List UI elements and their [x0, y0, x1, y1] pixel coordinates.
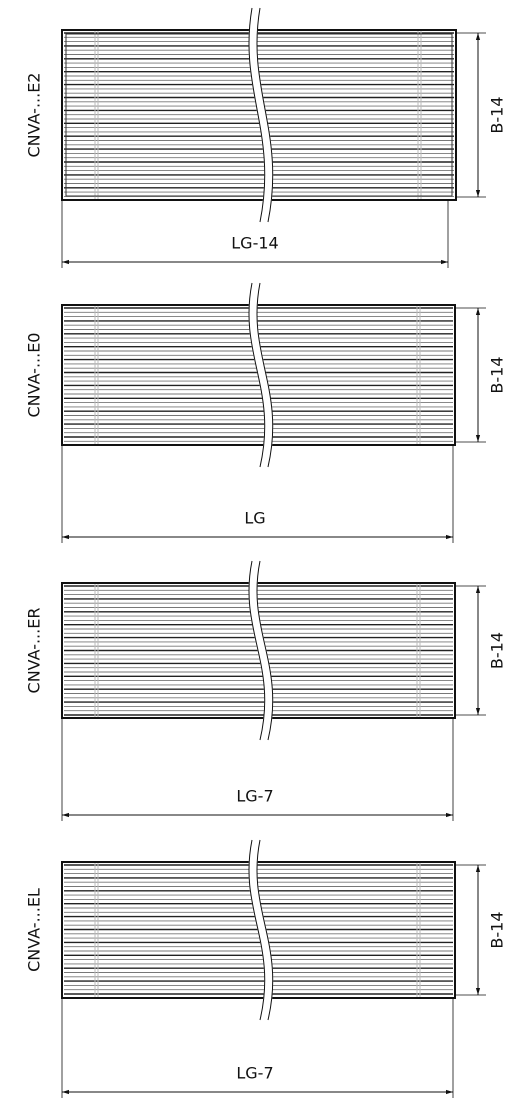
view-label: CNVA-...ER [25, 608, 44, 694]
view-label: CNVA-...EL [25, 888, 44, 972]
height-dimension: B-14 [488, 911, 507, 948]
frame [61, 861, 456, 999]
grille-view [61, 560, 456, 742]
break-line [248, 839, 266, 1021]
width-dimension: LG-7 [236, 1064, 273, 1083]
height-dimension: B-14 [488, 356, 507, 393]
break-line [256, 839, 274, 1021]
break-line [248, 7, 266, 223]
break-line [256, 560, 274, 741]
grille-view [61, 282, 456, 469]
view-label: CNVA-...E0 [25, 333, 44, 418]
break-line [256, 7, 274, 223]
break-line [256, 282, 274, 468]
height-dimension: B-14 [488, 632, 507, 669]
frame [61, 29, 457, 201]
grille-view [61, 7, 457, 223]
frame [61, 304, 456, 446]
width-dimension: LG-7 [236, 787, 273, 806]
inner-frame [65, 33, 453, 197]
break-gap [248, 839, 274, 1022]
break-line [248, 282, 266, 468]
width-dimension: LG-14 [231, 234, 278, 253]
width-dimension: LG [244, 509, 265, 528]
height-dimension: B-14 [488, 96, 507, 133]
view-label: CNVA-...E2 [25, 73, 44, 158]
break-gap [248, 282, 274, 469]
break-gap [248, 560, 274, 742]
frame [61, 582, 456, 719]
break-gap [248, 7, 274, 223]
break-line [248, 560, 266, 741]
grille-view [61, 839, 456, 1022]
